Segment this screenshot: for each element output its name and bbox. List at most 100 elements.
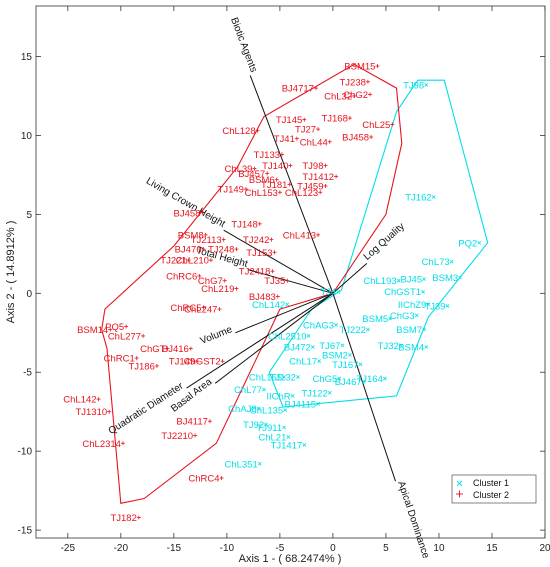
cluster-2-point: ChG2: [343, 90, 373, 101]
cluster-1-point: ChL193: [363, 276, 401, 287]
point-label: TJ39: [424, 301, 445, 312]
legend-box: [451, 474, 537, 504]
cluster-2-point: TJ242: [243, 235, 274, 246]
cluster-2-point: TJ1310: [75, 407, 112, 418]
point-label: TJ459: [297, 181, 323, 192]
point-label: TJ35: [264, 276, 285, 287]
cluster-2-point: ChL25: [362, 120, 395, 131]
point-label: ChL155: [249, 372, 282, 383]
cluster-2-point: BJ476: [175, 245, 206, 256]
cluster-2-point: ChL39: [224, 164, 257, 175]
point-label: BSM4: [398, 342, 424, 353]
point-label: TJ132: [270, 372, 296, 383]
point-label: TJ133: [254, 150, 280, 161]
cluster-2-point: BJ483: [249, 292, 280, 303]
cluster-2-point: TJ186: [128, 361, 159, 372]
point-label: ChAJ8: [228, 404, 257, 415]
cluster-1-point: ChL73: [422, 257, 454, 268]
cluster-1-point: ChL142: [252, 300, 290, 311]
vector-line: [332, 293, 396, 482]
point-label: BSM6: [249, 175, 275, 186]
point-label: TJ2210: [161, 431, 193, 442]
cluster-1-point: IIChZ9: [398, 300, 431, 311]
cluster-2-point: ChL210: [176, 256, 213, 267]
cluster-2-point: BSM8: [178, 230, 208, 241]
cluster-hulls: [101, 63, 489, 504]
point-label: ChL153: [245, 188, 278, 199]
plot-frame: [35, 5, 546, 539]
point-label: ChL247: [184, 305, 217, 316]
cluster-2-point: ChL142: [63, 395, 101, 406]
x-tick-label: 20: [539, 543, 550, 554]
point-label: ChG2: [343, 90, 368, 101]
vector-line: [235, 292, 334, 334]
cluster-2-point: BJ458: [174, 208, 205, 219]
point-label: TJ238: [340, 77, 366, 88]
cluster-1-point: TJ98: [403, 80, 429, 91]
cluster-2-point: TJ221: [160, 256, 191, 267]
cluster-1-point: TJ911: [256, 423, 287, 434]
point-label: ChL21: [258, 432, 286, 443]
cluster-2-point: BJ458: [342, 133, 374, 144]
cluster-2-point: TJ2113: [191, 235, 226, 246]
cluster-2-point: BSM14: [77, 325, 113, 336]
cluster-2-point: TJ181: [261, 180, 292, 191]
cluster-1-point: ChAJ8: [228, 404, 261, 415]
point-label: ChAG3: [303, 320, 334, 331]
point-label: BJ416: [162, 344, 189, 355]
point-label: BJ458: [174, 208, 201, 219]
cluster-2-point: ChL44: [300, 137, 332, 148]
point-label: ChL44: [300, 137, 328, 148]
cluster-2-point: TJ459: [297, 181, 328, 192]
cluster-1-point: TJ32: [378, 341, 403, 352]
cluster-1-point: BSM7: [396, 325, 426, 336]
point-label: TJ248: [208, 245, 234, 256]
y-tick-label: 5: [26, 210, 32, 221]
cluster-1-point: TJ92: [243, 420, 268, 431]
cluster-2-point: TJ248: [208, 245, 239, 256]
point-label: ChL25: [362, 120, 390, 131]
vector-line: [247, 269, 334, 294]
cluster-1-point: TJ162: [405, 193, 436, 204]
point-label: TJ2418: [239, 267, 271, 278]
point-label: BJ458: [342, 133, 369, 144]
cluster-2-point: ChRC6: [166, 271, 202, 282]
point-label: ChRC5: [170, 303, 201, 314]
cluster-2-point: TJ149: [218, 185, 248, 196]
point-label: TJ242: [243, 235, 269, 246]
cluster-2-point: BSM6: [249, 175, 279, 186]
cluster-2-point: TJ2210: [161, 431, 198, 442]
x-tick-label: -25: [61, 543, 76, 554]
point-label: ChL135: [250, 406, 283, 417]
point-label: BJ457: [238, 169, 265, 180]
vector-line: [186, 292, 334, 389]
cluster-1-point: IIChR: [266, 391, 295, 402]
y-tick-label: -10: [18, 447, 33, 458]
point-label: TJ164: [356, 374, 382, 385]
legend-marker-cluster-2: [456, 490, 463, 498]
point-label: IIChZ9: [398, 300, 427, 311]
cluster-1-point: BJ4115: [285, 399, 320, 410]
cluster-2-hull: [101, 63, 403, 504]
cluster-1-point: TJ39: [424, 301, 450, 312]
cluster-2-point: TJ182: [110, 513, 141, 524]
legend-label-cluster-1: Cluster 1: [473, 478, 509, 488]
cluster-1-point: TJ4: [320, 287, 341, 298]
point-label: ChL413: [283, 230, 316, 241]
cluster-2-point: ChL128: [222, 126, 260, 137]
point-label: BJ4117: [176, 417, 208, 428]
cluster-2-point: ChL153: [245, 188, 282, 199]
point-label: TJ153: [246, 248, 272, 259]
point-label: TJ4: [320, 287, 336, 298]
cluster-2-point: BJ457: [238, 169, 270, 180]
legend: Cluster 1 Cluster 2: [451, 474, 537, 504]
cluster-2-point: ChL2314: [82, 439, 125, 450]
cluster-1-point: ChL351: [224, 459, 262, 470]
point-label: TJ1412: [302, 172, 334, 183]
point-label: ChL2314: [82, 439, 121, 450]
cluster-1-point: TJ164: [356, 374, 387, 385]
cluster-1-point: ChL17: [289, 357, 322, 368]
cluster-2-point: ChL277: [108, 331, 146, 342]
